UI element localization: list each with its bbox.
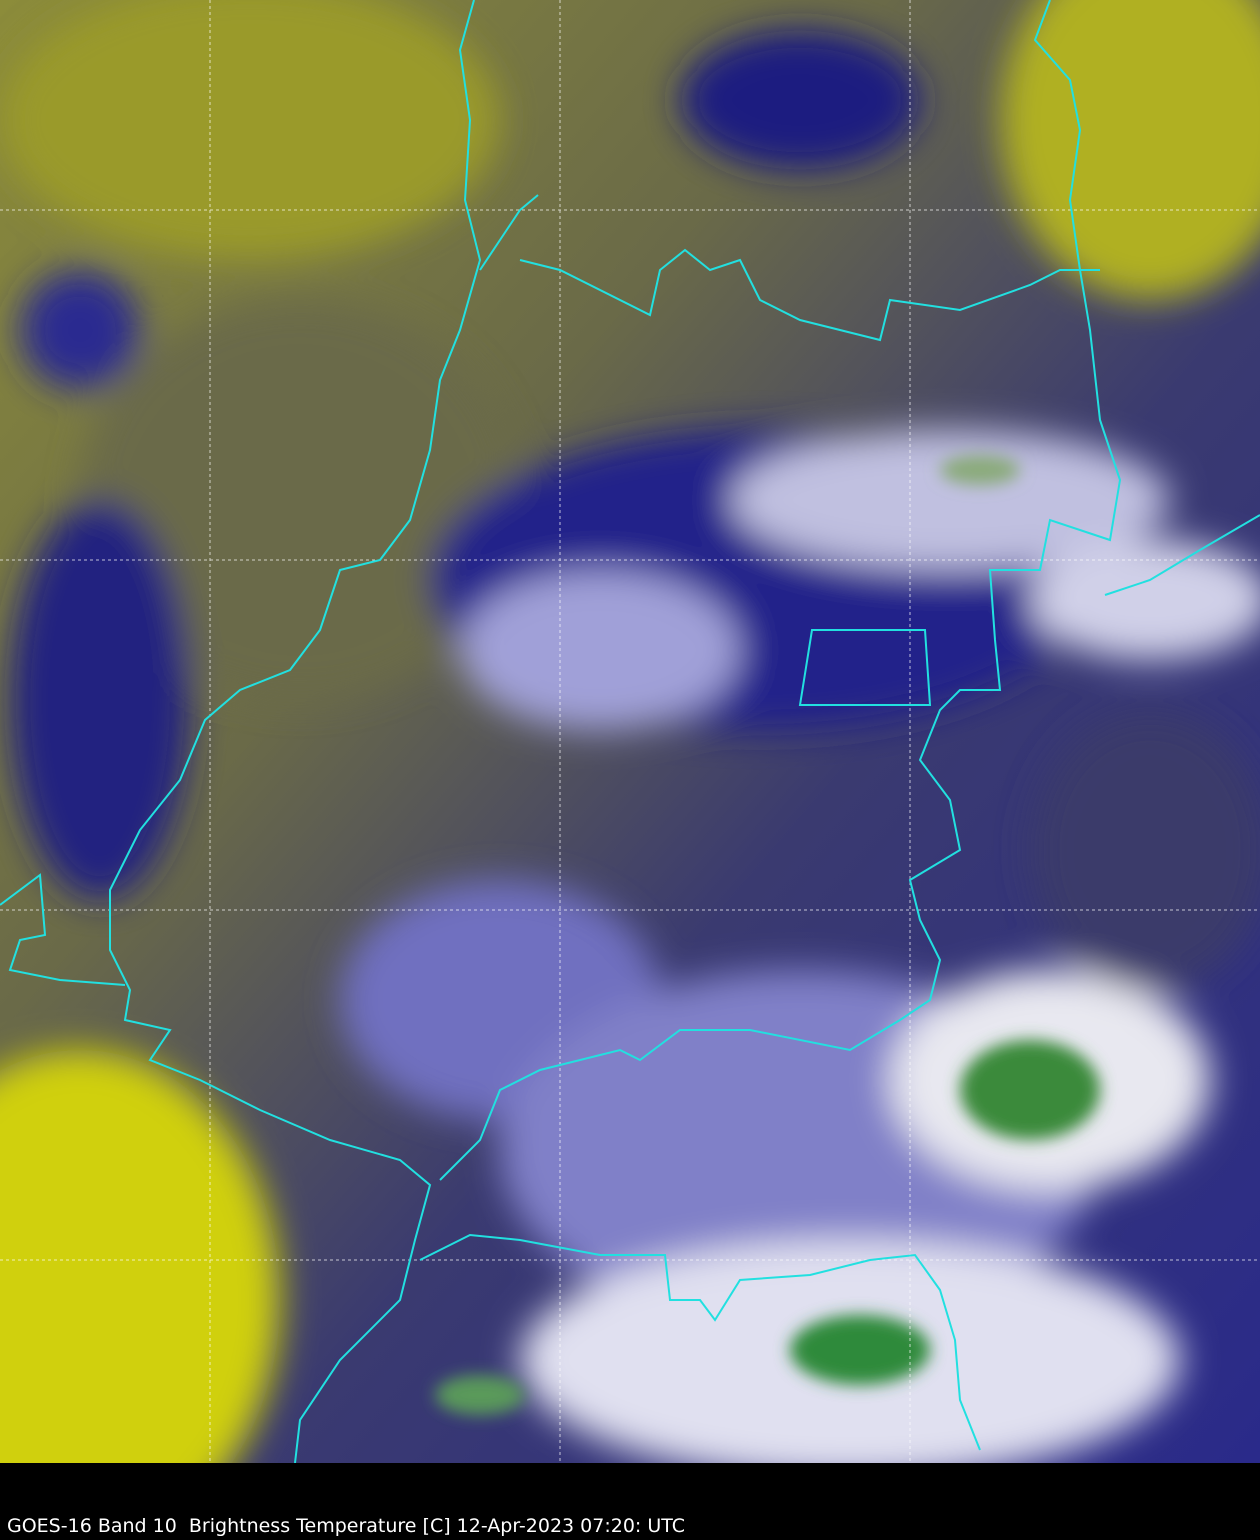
federal-district-boundary (798, 629, 932, 706)
coldest-cloud-tops (435, 455, 1100, 1415)
graticule (0, 0, 1260, 1463)
image-caption: GOES-16 Band 10 Brightness Temperature [… (7, 1515, 686, 1537)
satellite-image (0, 0, 1260, 1463)
state-boundaries (0, 0, 1260, 1463)
